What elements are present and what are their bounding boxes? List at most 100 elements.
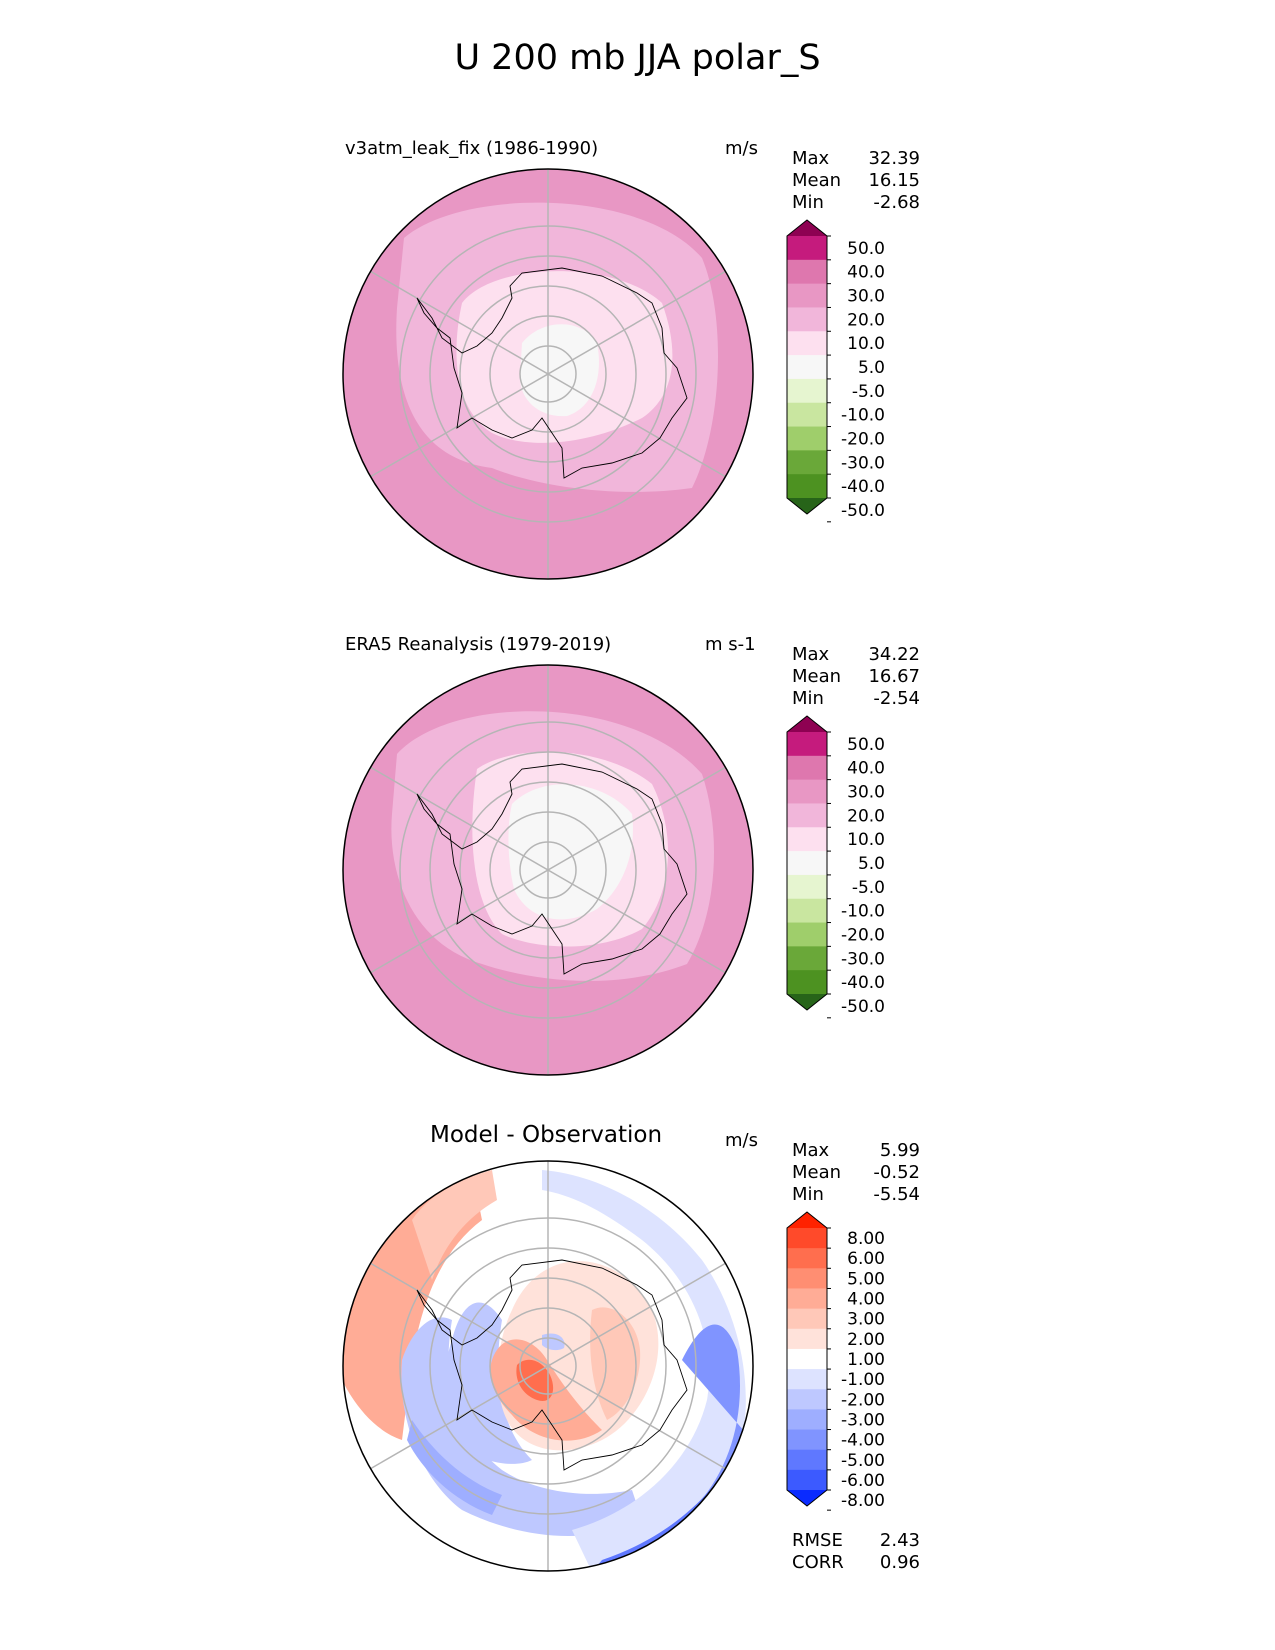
field-band-pos-5 xyxy=(516,1359,554,1401)
colorbar-extend-bottom xyxy=(787,498,827,514)
field-band-neg-1 xyxy=(542,1170,746,1571)
map-border xyxy=(342,664,754,1076)
colorbar-extend-top xyxy=(787,220,827,236)
units-label: m/s xyxy=(725,138,758,159)
corr-value: 0.96 xyxy=(879,1552,920,1573)
stat-mean-label: Mean xyxy=(792,170,842,191)
colorbar-segment xyxy=(787,1409,827,1431)
colorbar-tick-label: 40.0 xyxy=(847,263,885,283)
graticule xyxy=(369,665,727,1075)
colorbar-segment xyxy=(787,1369,827,1390)
colorbar-tick-label: -10.0 xyxy=(841,406,885,426)
colorbar-segment xyxy=(787,922,827,947)
colorbar-segment xyxy=(787,1288,827,1310)
stat-max-label: Max xyxy=(792,148,830,169)
colorbar-tick-label: 30.0 xyxy=(847,287,885,307)
polar-map xyxy=(342,168,754,580)
colorbar-segment xyxy=(787,426,827,451)
stat-min: -5.54 xyxy=(873,1184,920,1205)
antarctica-coastline xyxy=(416,763,688,975)
panel-model: v3atm_leak_fix (1986-1990) m/s Max 32.39 … xyxy=(0,138,1275,608)
colorbar-segment xyxy=(787,779,827,804)
antarctica-coastline xyxy=(416,267,688,479)
antarctica-coastline xyxy=(416,1259,688,1471)
stat-min-label: Min xyxy=(792,688,824,709)
colorbar-segment xyxy=(787,970,827,995)
stat-max: 32.39 xyxy=(868,148,920,169)
colorbar-tick-label: -20.0 xyxy=(841,925,885,945)
colorbar-tick-label: -50.0 xyxy=(841,997,885,1017)
colorbar-segment xyxy=(787,803,827,828)
colorbar-extend-top xyxy=(787,1212,827,1228)
field-band-near-zero xyxy=(508,784,633,920)
colorbar-tick-label: 5.0 xyxy=(858,854,885,874)
colorbar: 50.0 40.0 30.0 20.0 10.0 5.0 -5.0 -10.0 -20.0 -30… xyxy=(786,219,885,523)
panel-title: v3atm_leak_fix (1986-1990) xyxy=(345,138,599,159)
stats-box: Max 34.22 Mean 16.67 Min -2.54 xyxy=(792,644,920,710)
colorbar-segment xyxy=(787,1248,827,1269)
colorbar-segment xyxy=(787,1228,827,1249)
panel-difference: Model - Observation m/s Max 5.99 Mean -0.5… xyxy=(0,1122,1275,1600)
stat-max: 5.99 xyxy=(879,1140,920,1161)
stat-min-label: Min xyxy=(792,1184,824,1205)
colorbar-segment xyxy=(787,1268,827,1289)
figure-title: U 200 mb JJA polar_S xyxy=(454,38,821,78)
panel-title: Model - Observation xyxy=(430,1122,663,1148)
colorbar-tick-label: -30.0 xyxy=(841,453,885,473)
colorbar-extend-top xyxy=(787,716,827,732)
map-border xyxy=(342,168,754,580)
colorbar-tick-label: -5.00 xyxy=(841,1451,885,1471)
colorbar-segment xyxy=(787,283,827,308)
graticule xyxy=(369,1161,727,1571)
colorbar-segment xyxy=(787,1308,827,1330)
stat-min: -2.68 xyxy=(873,192,920,213)
colorbar-segment xyxy=(787,402,827,428)
colorbar-tick-label: -1.00 xyxy=(841,1370,885,1390)
colorbar-segment xyxy=(787,732,827,757)
stats-box: Max 32.39 Mean 16.15 Min -2.68 xyxy=(792,148,920,214)
metrics-box: RMSE 2.43 CORR 0.96 xyxy=(792,1530,920,1574)
colorbar-segment xyxy=(787,355,827,380)
colorbar-segment xyxy=(787,755,827,781)
colorbar-segment xyxy=(787,898,827,924)
colorbar-tick-label: -5.0 xyxy=(852,878,885,898)
stat-mean-label: Mean xyxy=(792,1162,842,1183)
colorbar-tick-label: 30.0 xyxy=(847,783,885,803)
colorbar-extend-bottom xyxy=(787,1490,827,1506)
stat-min: -2.54 xyxy=(873,688,920,709)
colorbar-tick-label: -6.00 xyxy=(841,1471,885,1491)
panel-observation: ERA5 Reanalysis (1979-2019) m s-1 Max 34.… xyxy=(0,634,1275,1104)
field-band-pos-2 xyxy=(412,1170,497,1280)
colorbar-segment xyxy=(787,874,827,900)
stats-box: Max 5.99 Mean -0.52 Min -5.54 xyxy=(792,1140,920,1206)
stat-mean: 16.67 xyxy=(868,666,920,687)
colorbar-tick-label: -2.00 xyxy=(841,1390,885,1410)
colorbar-segment xyxy=(787,851,827,876)
stat-mean: 16.15 xyxy=(868,170,920,191)
colorbar-tick-label: -5.0 xyxy=(852,382,885,402)
stat-max: 34.22 xyxy=(868,644,920,665)
colorbar-tick-label: -4.00 xyxy=(841,1431,885,1451)
graticule xyxy=(369,169,727,579)
colorbar-segment xyxy=(787,450,827,475)
colorbar-segment xyxy=(787,1389,827,1410)
colorbar-segment xyxy=(787,331,827,356)
colorbar-tick-label: 4.00 xyxy=(847,1290,885,1310)
map-border xyxy=(342,1160,754,1572)
colorbar-tick-label: -40.0 xyxy=(841,973,885,993)
colorbar-tick-label: -20.0 xyxy=(841,429,885,449)
colorbar-segment xyxy=(787,946,827,971)
colorbar-tick-label: 8.00 xyxy=(847,1229,885,1249)
colorbar-tick-label: -30.0 xyxy=(841,949,885,969)
field-band-neg-3 xyxy=(407,1420,502,1515)
colorbar-extend-bottom xyxy=(787,994,827,1010)
stat-max-label: Max xyxy=(792,1140,830,1161)
colorbar-tick-label: 10.0 xyxy=(847,334,885,354)
colorbar-tick-label: 2.00 xyxy=(847,1330,885,1350)
colorbar-segment xyxy=(787,1328,827,1350)
colorbar-tick-label: 3.00 xyxy=(847,1310,885,1330)
colorbar-tick-label: -40.0 xyxy=(841,477,885,497)
colorbar-tick-label: 1.00 xyxy=(847,1350,885,1370)
corr-label: CORR xyxy=(792,1552,844,1573)
stat-max-label: Max xyxy=(792,644,830,665)
